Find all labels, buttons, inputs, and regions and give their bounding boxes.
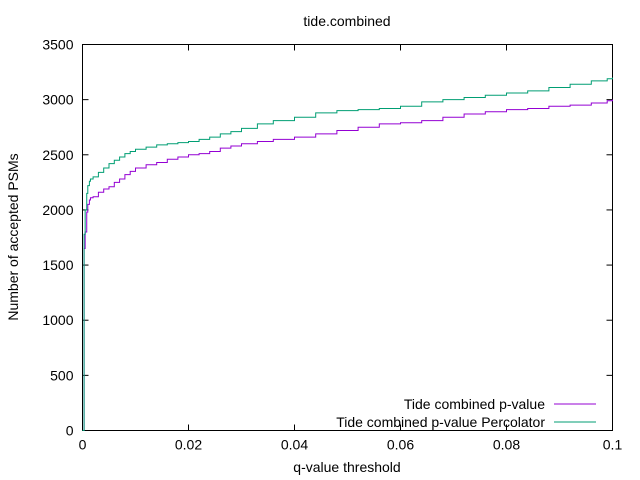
y-tick-label: 3000 [42,92,73,108]
y-tick-label: 1500 [42,257,73,273]
legend-label-2: Tide combined p-value Percolator [336,414,545,430]
y-tick-label: 1000 [42,312,73,328]
y-tick-label: 0 [66,423,74,439]
x-tick-label: 0.06 [387,437,414,453]
legend-label-1: Tide combined p-value [404,396,545,412]
x-axis-label: q-value threshold [293,459,400,475]
plot-frame [82,44,613,431]
series-line-2 [82,77,613,431]
x-ticks: 0 0.02 0.04 0.06 0.08 0.1 [79,44,623,453]
y-tick-label: 2000 [42,202,73,218]
x-tick-label: 0.02 [175,437,202,453]
x-tick-label: 0.08 [493,437,520,453]
y-tick-label: 3500 [42,37,73,53]
y-tick-label: 2500 [42,147,73,163]
series-line-1 [82,99,613,431]
y-axis-label: Number of accepted PSMs [5,153,21,320]
y-tick-label: 500 [50,367,74,383]
chart-title: tide.combined [303,13,390,29]
y-ticks: 0 500 1000 1500 2000 2500 3000 3500 [42,37,613,439]
x-tick-label: 0.04 [281,437,308,453]
x-tick-label: 0 [79,437,87,453]
series-lines [82,77,613,431]
x-tick-label: 0.1 [603,437,623,453]
legend: Tide combined p-value Tide combined p-val… [336,396,596,430]
